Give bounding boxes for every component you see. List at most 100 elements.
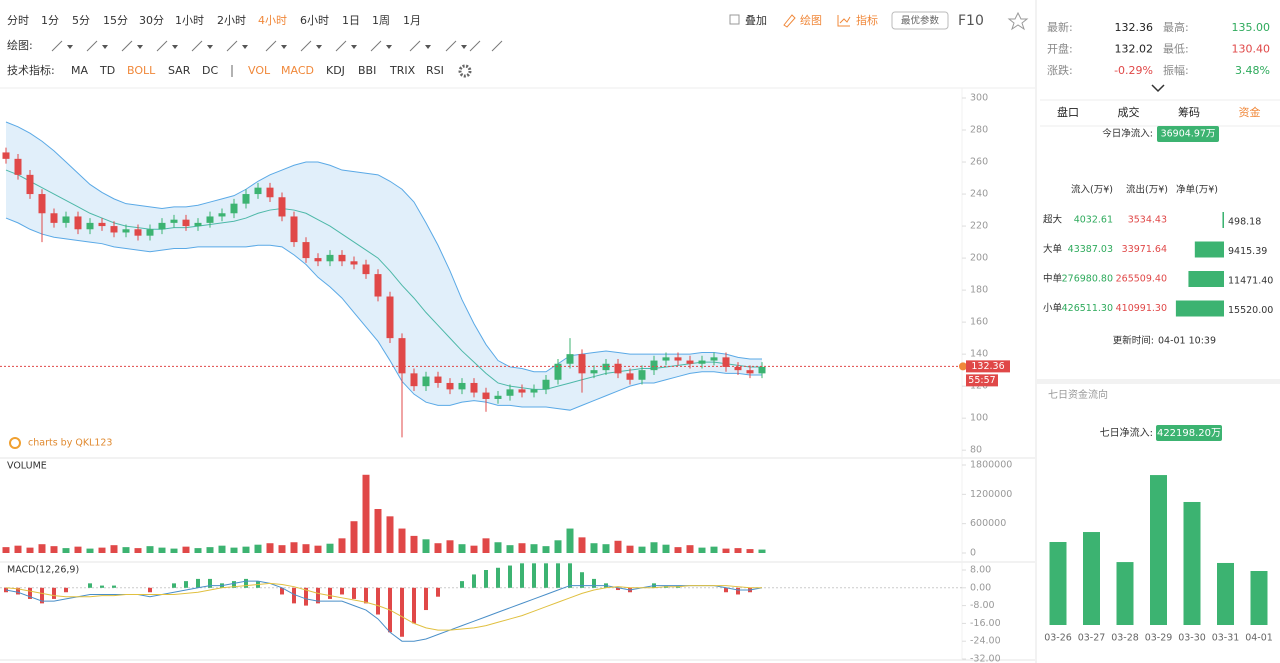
indicator-main[interactable]: DC [202, 64, 218, 77]
macd-histogram [496, 567, 500, 588]
tool-icon[interactable] [86, 40, 98, 52]
countdown-box [966, 374, 998, 387]
volume-bar [710, 546, 718, 553]
tool-icon[interactable] [191, 40, 203, 52]
y-tick-label: 220 [970, 221, 988, 232]
tool-dropdown [425, 45, 431, 49]
period-tab[interactable]: 4小时 [258, 14, 287, 27]
volume-bar [170, 548, 178, 553]
indicator-sub[interactable]: TRIX [389, 64, 416, 77]
period-tab[interactable]: 1分 [41, 14, 59, 27]
draw-button[interactable]: 绘图 [800, 13, 822, 27]
indicator-sub[interactable]: RSI [426, 64, 444, 77]
f10-button[interactable]: F10 [958, 13, 984, 29]
indicator-main[interactable]: SAR [168, 64, 191, 77]
tool-icon[interactable] [121, 40, 133, 52]
macd-histogram [280, 587, 284, 595]
tool-icon[interactable] [409, 40, 421, 52]
period-tab[interactable]: 30分 [139, 14, 164, 27]
flow-header: 净单(万¥) [1176, 184, 1218, 196]
volume-bar [434, 543, 442, 553]
volume-bar [146, 546, 154, 553]
y-tick-label: 0 [970, 548, 976, 559]
tool-icon[interactable] [469, 40, 481, 52]
tool-icon[interactable] [226, 40, 238, 52]
macd-histogram [16, 587, 20, 595]
volume-bar [686, 545, 694, 553]
flow-bar [1250, 571, 1268, 625]
y-tick-label: 240 [970, 189, 988, 200]
period-tab[interactable]: 5分 [72, 14, 90, 27]
overlay-button[interactable]: 叠加 [745, 14, 767, 27]
volume-bar [218, 545, 226, 553]
tool-dropdown [172, 45, 178, 49]
flow-bar [1083, 532, 1100, 625]
volume-bar [506, 545, 514, 553]
settings-gear[interactable] [458, 64, 472, 78]
tool-icon[interactable] [445, 40, 457, 52]
flow-in: 426511.30 [1062, 303, 1113, 314]
tool-dropdown [281, 45, 287, 49]
x-tick-label: 03-26 [1044, 633, 1072, 644]
candle-body [110, 226, 118, 233]
period-tab[interactable]: 1日 [342, 14, 360, 27]
tool-icon[interactable] [335, 40, 347, 52]
flow-bar [1116, 562, 1134, 625]
indicator-sub[interactable]: KDJ [326, 64, 345, 77]
panel-tab[interactable]: 盘口 [1057, 105, 1079, 119]
flow-in: 276980.80 [1062, 274, 1113, 285]
period-tab[interactable]: 15分 [103, 14, 128, 27]
panel-tab[interactable]: 成交 [1118, 105, 1140, 119]
volume-bar [122, 547, 130, 553]
tool-icon[interactable] [51, 40, 63, 52]
flow-net: 9415.39 [1228, 246, 1267, 257]
period-tab[interactable]: 1小时 [175, 14, 204, 27]
indicator-sub[interactable]: VOL [248, 64, 271, 77]
quote-value: 132.02 [1115, 43, 1154, 56]
candle-body [230, 203, 238, 214]
period-tab[interactable]: 分时 [7, 14, 29, 27]
indicator-main[interactable]: TD [99, 64, 115, 77]
period-tab[interactable]: 1周 [372, 14, 390, 27]
indicator-button[interactable]: 指标 [856, 13, 878, 27]
panel-tab[interactable]: 资金 [1239, 105, 1261, 119]
best-params-button[interactable] [891, 11, 949, 30]
volume-bar [326, 543, 334, 553]
volume-bar [254, 544, 262, 553]
candle-body [362, 264, 370, 275]
macd-histogram [616, 587, 620, 591]
quote-label: 最新: [1047, 20, 1073, 34]
tool-icon[interactable] [491, 40, 503, 52]
period-tab[interactable]: 1月 [403, 14, 421, 27]
tool-icon[interactable] [370, 40, 382, 52]
volume-bar [134, 548, 142, 553]
tool-icon[interactable] [265, 40, 277, 52]
boll-mid [5, 169, 762, 390]
period-tab[interactable]: 6小时 [300, 14, 329, 27]
candle-body [638, 370, 646, 380]
y-tick-label: 600000 [970, 518, 1006, 529]
candle-body [14, 158, 22, 175]
macd-histogram [292, 587, 296, 604]
period-tab[interactable]: 2小时 [217, 14, 246, 27]
tool-icon[interactable] [300, 40, 312, 52]
favorite-star[interactable] [1007, 11, 1029, 31]
y-tick-label: -32.00 [970, 654, 1001, 663]
expand-chevron[interactable] [1151, 84, 1165, 93]
y-tick-label: 180 [970, 285, 988, 296]
tool-icon[interactable] [156, 40, 168, 52]
candle-body [338, 254, 346, 262]
panel-tab[interactable]: 筹码 [1178, 105, 1200, 119]
indicator-sub[interactable]: BBI [358, 64, 376, 77]
quote-label: 开盘: [1047, 42, 1073, 56]
macd-histogram [508, 565, 512, 588]
indicator-main[interactable]: BOLL [127, 64, 156, 77]
candle-body [62, 216, 70, 223]
indicator-main[interactable]: MA [71, 64, 88, 77]
flow-name: 中单 [1043, 273, 1063, 285]
indicator-sub[interactable]: MACD [281, 64, 314, 77]
candle-body [182, 219, 190, 227]
volume-bar [542, 546, 550, 553]
candle-body [122, 229, 130, 233]
candle-body [494, 395, 502, 399]
